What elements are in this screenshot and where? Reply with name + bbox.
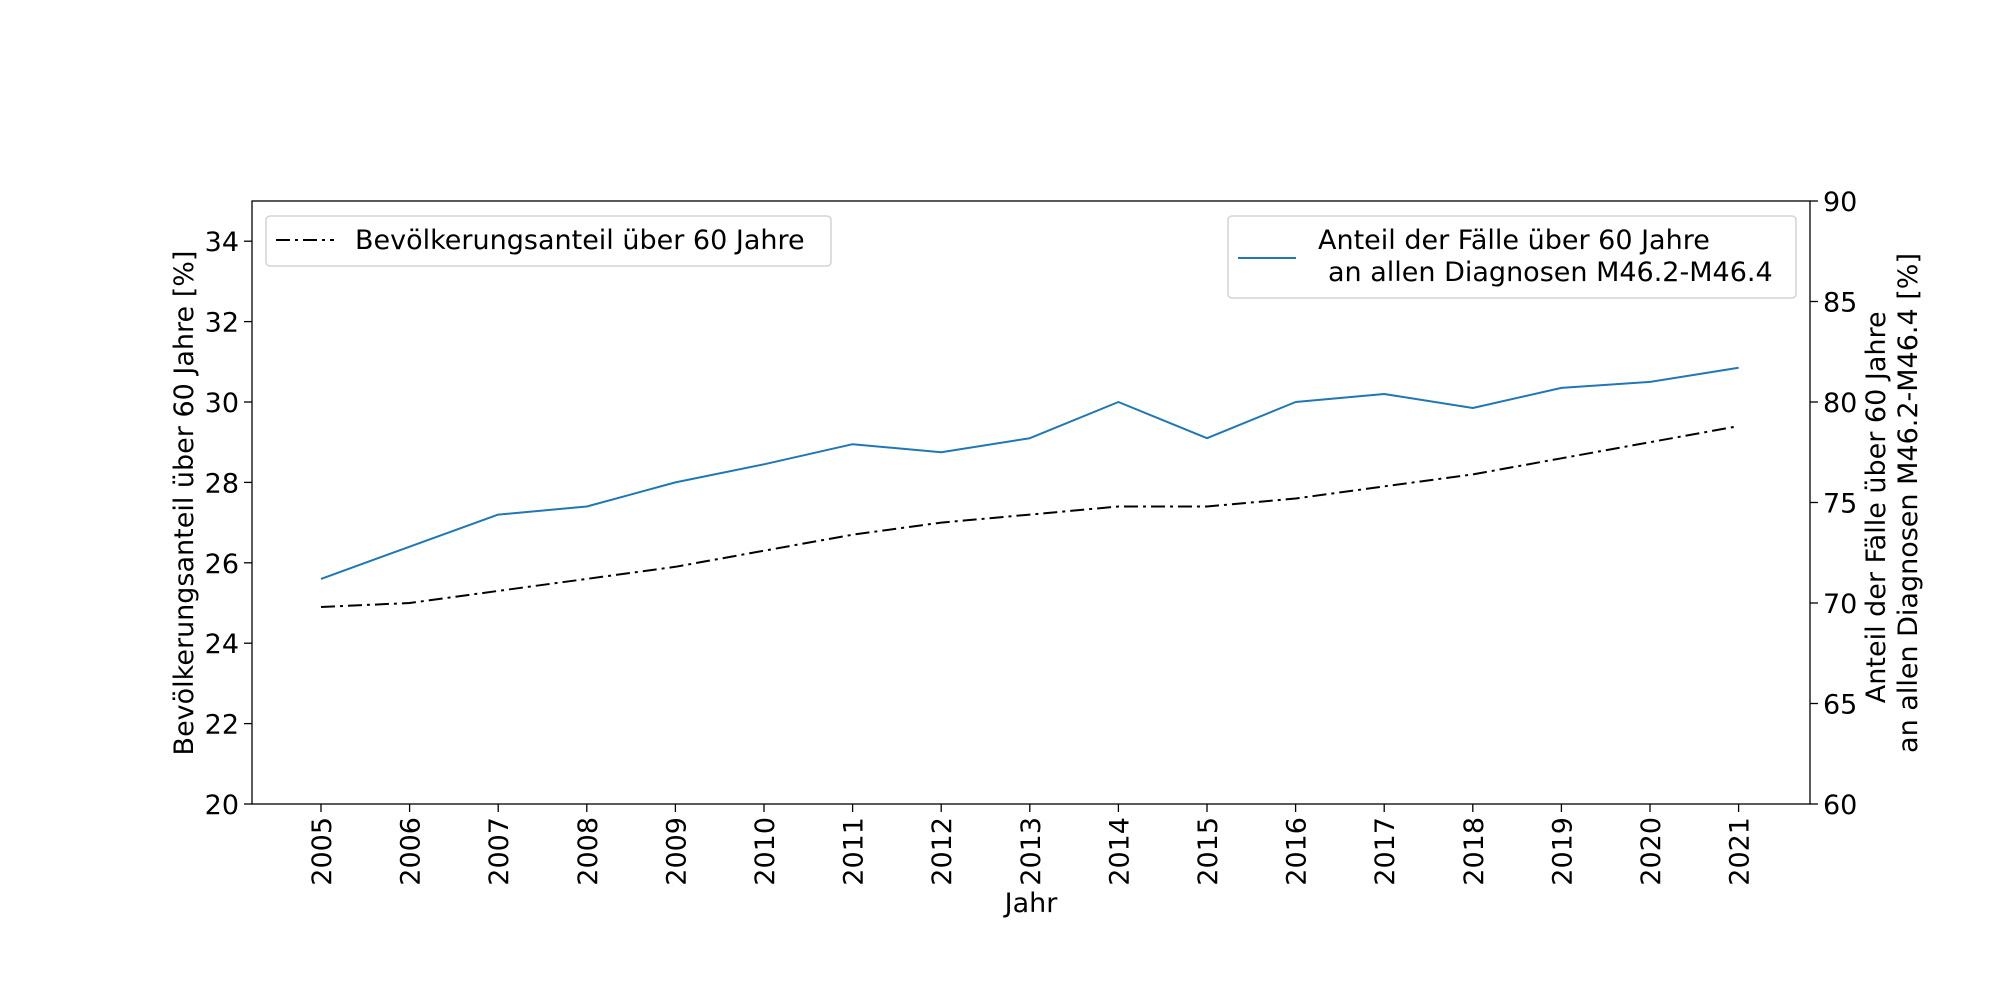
right-y-tick-label: 90 — [1823, 187, 1857, 218]
series-faelle-anteil-line — [320, 366, 1739, 580]
legend-left: Bevölkerungsanteil über 60 Jahre — [265, 215, 832, 267]
x-tick-label: 2014 — [1104, 817, 1135, 886]
right-y-axis-label: Anteil der Fälle über 60 Jahre an allen … — [1861, 253, 1924, 753]
x-tick-label: 2020 — [1636, 817, 1667, 886]
x-tick-label: 2019 — [1547, 817, 1578, 886]
x-tick-label: 2006 — [396, 817, 427, 886]
x-tick-label: 2007 — [484, 817, 515, 886]
x-axis: 2005 2006 2007 2008 2009 2010 2011 2012 2013 2014… — [307, 804, 1756, 886]
left-y-tick-label: 24 — [205, 629, 239, 660]
left-y-tick-label: 32 — [205, 308, 239, 339]
left-y-axis: 20 22 24 26 28 30 32 34 — [205, 227, 252, 821]
left-y-tick-label: 22 — [205, 710, 239, 741]
right-y-tick-label: 65 — [1823, 690, 1857, 721]
left-y-tick-label: 30 — [205, 388, 239, 419]
x-tick-label: 2013 — [1016, 817, 1047, 886]
right-y-axis-label-line-2: an allen Diagnosen M46.2-M46.4 [%] — [1893, 253, 1924, 753]
right-y-tick-label: 75 — [1823, 489, 1857, 520]
legend-right: Anteil der Fälle über 60 Jahre an allen … — [1227, 215, 1797, 299]
right-y-tick-label: 70 — [1823, 589, 1857, 620]
x-tick-label: 2018 — [1459, 817, 1490, 886]
right-y-axis-label-line-1: Anteil der Fälle über 60 Jahre — [1861, 311, 1892, 703]
x-tick-label: 2017 — [1370, 817, 1401, 886]
x-tick-label: 2010 — [750, 817, 781, 886]
left-y-tick-label: 34 — [205, 227, 239, 258]
legend-right-box — [1227, 215, 1797, 299]
right-y-tick-label: 80 — [1823, 388, 1857, 419]
x-tick-label: 2005 — [307, 817, 338, 886]
series-bevoelkerungsanteil-line — [320, 425, 1739, 608]
legend-right-label: Anteil der Fälle über 60 Jahre an allen … — [1318, 225, 1773, 288]
x-tick-label: 2009 — [661, 817, 692, 886]
legend-right-label-line-2: an allen Diagnosen M46.2-M46.4 — [1328, 257, 1773, 288]
legend-right-label-line-1: Anteil der Fälle über 60 Jahre — [1318, 225, 1710, 256]
left-y-tick-label: 20 — [205, 790, 239, 821]
left-y-tick-label: 26 — [205, 549, 239, 580]
x-axis-label: Jahr — [1003, 888, 1059, 919]
x-tick-label: 2012 — [927, 817, 958, 886]
right-y-tick-label: 60 — [1823, 790, 1857, 821]
x-tick-label: 2015 — [1193, 817, 1224, 886]
right-y-tick-label: 85 — [1823, 288, 1857, 319]
left-y-axis-label: Bevölkerungsanteil über 60 Jahre [%] — [169, 251, 200, 756]
x-tick-label: 2016 — [1282, 817, 1313, 886]
legend-left-box — [265, 215, 832, 267]
right-y-axis: 60 65 70 75 80 85 90 — [1810, 187, 1857, 821]
x-tick-label: 2021 — [1725, 817, 1756, 886]
legend-left-label: Bevölkerungsanteil über 60 Jahre — [355, 225, 805, 256]
x-tick-label: 2011 — [839, 817, 870, 886]
series-layer — [320, 366, 1739, 608]
x-tick-label: 2008 — [573, 817, 604, 886]
left-y-tick-label: 28 — [205, 468, 239, 499]
